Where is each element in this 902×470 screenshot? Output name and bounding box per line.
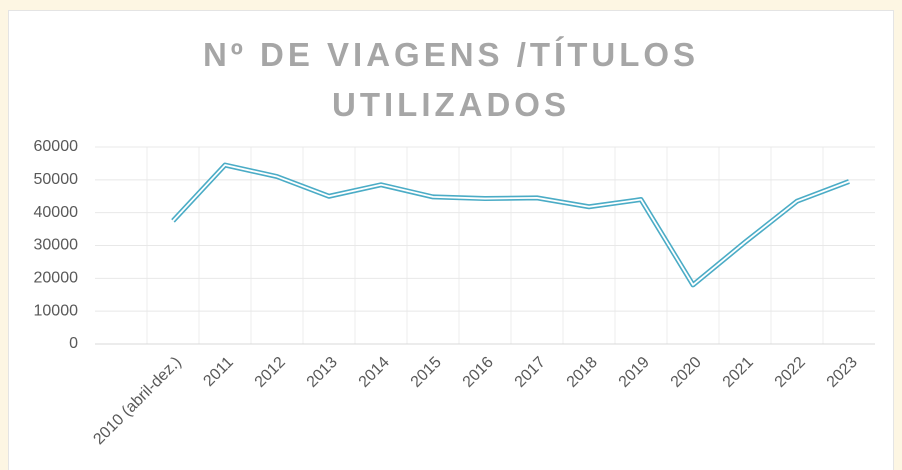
y-tick-label: 20000 bbox=[34, 270, 79, 287]
x-tick-label: 2022 bbox=[772, 354, 809, 391]
y-tick-label: 40000 bbox=[34, 204, 79, 221]
x-tick-label: 2015 bbox=[408, 354, 445, 391]
x-tick-label: 2023 bbox=[824, 354, 861, 391]
x-tick-label: 2011 bbox=[200, 354, 236, 390]
x-tick-label: 2017 bbox=[512, 354, 549, 391]
x-tick-label: 2014 bbox=[356, 354, 393, 391]
x-tick-label: 2018 bbox=[564, 354, 601, 391]
x-tick-label: 2020 bbox=[668, 354, 705, 391]
x-tick-label: 2013 bbox=[304, 354, 341, 391]
chart-title: Nº DE VIAGENS /TÍTULOS UTILIZADOS bbox=[202, 36, 700, 123]
y-tick-label: 50000 bbox=[34, 171, 79, 188]
y-tick-label: 60000 bbox=[34, 138, 79, 155]
x-tick-label: 2010 (abril-dez.) bbox=[90, 354, 184, 448]
series-line-inner bbox=[172, 164, 850, 286]
x-tick-label: 2012 bbox=[252, 354, 289, 391]
x-tick-label: 2021 bbox=[720, 354, 757, 391]
y-tick-label: 0 bbox=[69, 335, 78, 352]
x-tick-label: 2016 bbox=[460, 354, 497, 391]
y-tick-label: 30000 bbox=[34, 237, 79, 254]
y-tick-label: 10000 bbox=[34, 302, 79, 319]
x-tick-label: 2019 bbox=[616, 354, 653, 391]
